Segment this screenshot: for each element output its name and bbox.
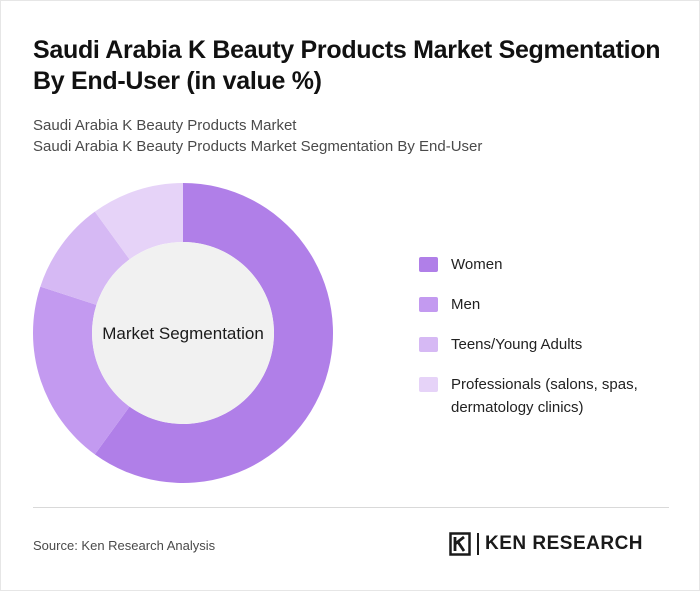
- footer-divider: [33, 507, 669, 508]
- donut-slice-women: [94, 183, 334, 483]
- donut-center-label: Market Segmentation: [102, 324, 264, 343]
- subtitle-line-2: Saudi Arabia K Beauty Products Market Se…: [33, 138, 483, 155]
- legend-swatch: [419, 337, 438, 352]
- donut-hole: [92, 242, 274, 424]
- donut-slice-professionals: [94, 183, 183, 260]
- subtitle-line-1: Saudi Arabia K Beauty Products Market: [33, 117, 297, 134]
- donut-slices: [32, 183, 334, 483]
- chart-title: Saudi Arabia K Beauty Products Market Se…: [33, 36, 661, 95]
- donut-slice-men: [32, 286, 130, 455]
- legend-swatch: [419, 297, 438, 312]
- legend-label: Women: [451, 256, 503, 273]
- legend-swatch: [419, 377, 438, 392]
- legend-label: Teens/Young Adults: [451, 336, 583, 353]
- legend-item-women: Women: [419, 253, 689, 276]
- logo-text: KEN RESEARCH: [485, 533, 644, 554]
- legend-swatch: [419, 257, 438, 272]
- source-note: Source: Ken Research Analysis: [33, 538, 216, 553]
- ken-research-logo-icon: [449, 532, 471, 556]
- logo-separator: [477, 533, 479, 555]
- chart-legend: Women Men Teens/Young Adults Professiona…: [419, 253, 689, 436]
- chart-subtitle: Saudi Arabia K Beauty Products Market Sa…: [33, 115, 673, 157]
- legend-label: Professionals (salons, spas, dermatology…: [451, 376, 638, 416]
- legend-label: Men: [451, 296, 481, 313]
- legend-item-men: Men: [419, 293, 689, 316]
- ken-research-logo: KEN RESEARCH: [449, 532, 643, 556]
- donut-chart: Market Segmentation: [32, 183, 334, 483]
- legend-item-professionals: Professionals (salons, spas, dermatology…: [419, 373, 689, 419]
- donut-slice-teensyoung: [40, 211, 130, 305]
- legend-item-teens: Teens/Young Adults: [419, 333, 689, 356]
